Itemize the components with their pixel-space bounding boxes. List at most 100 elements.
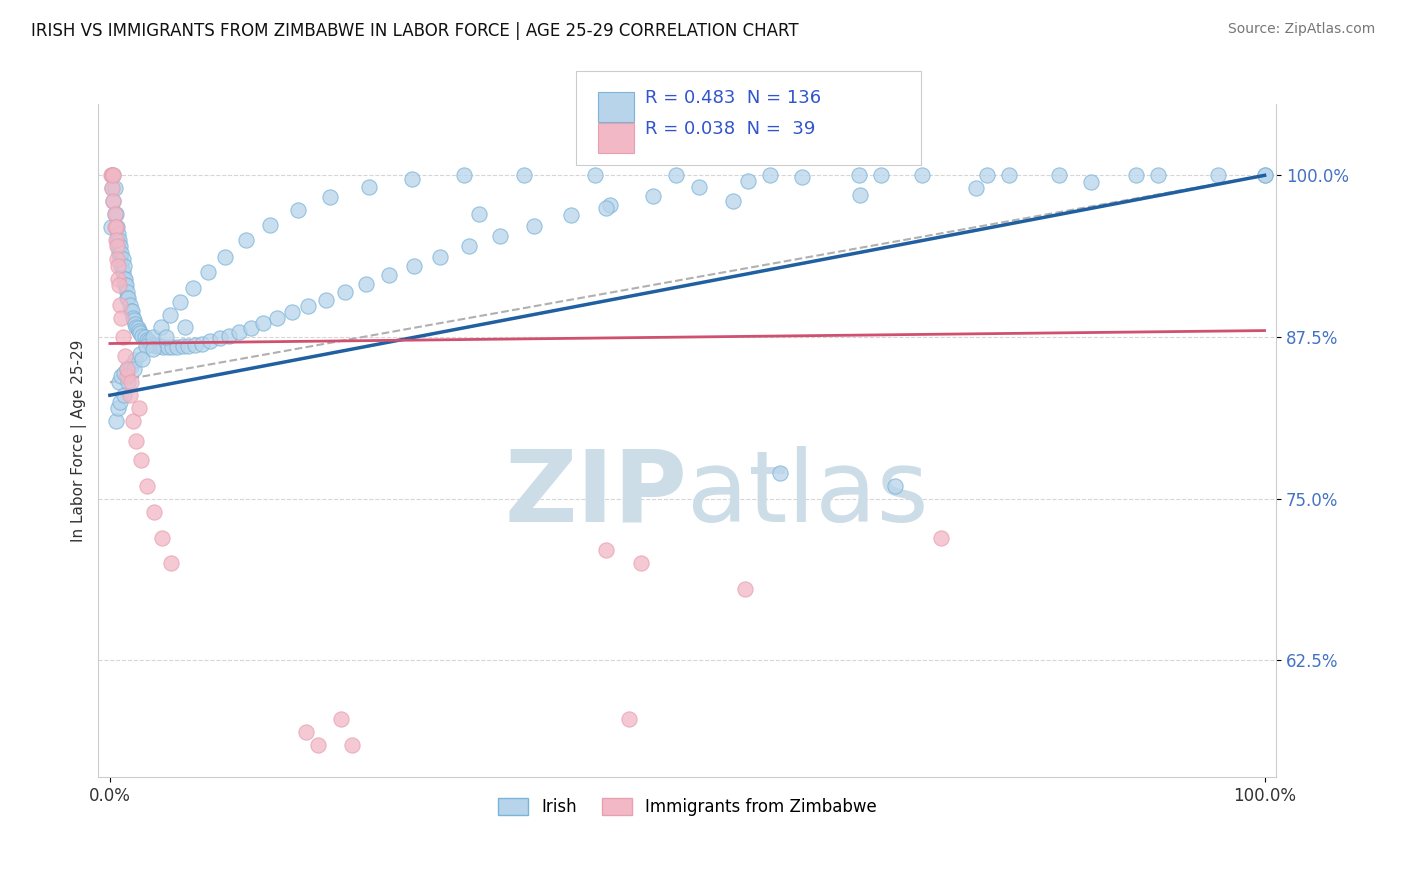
Point: [884, 479, 907, 493]
Text: ZIP: ZIP: [505, 446, 688, 543]
Point: [142, 330, 165, 344]
Point: [169, 295, 191, 310]
Point: [115, 362, 138, 376]
Point: [630, 557, 652, 571]
Point: [159, 308, 181, 322]
Point: [135, 479, 157, 493]
Point: [513, 169, 536, 183]
Point: [101, 169, 124, 183]
Point: [110, 259, 132, 273]
Point: [129, 326, 152, 341]
Point: [191, 336, 214, 351]
Point: [172, 339, 194, 353]
Point: [378, 268, 401, 282]
Point: [335, 285, 357, 299]
Point: [641, 189, 664, 203]
Point: [138, 334, 160, 348]
Point: [105, 239, 128, 253]
Point: [107, 259, 129, 273]
Point: [107, 227, 129, 241]
Point: [103, 194, 125, 209]
Point: [112, 366, 135, 380]
Point: [103, 169, 125, 183]
Point: [560, 209, 582, 223]
Point: [108, 278, 131, 293]
Point: [111, 265, 134, 279]
Point: [122, 362, 145, 376]
Point: [965, 181, 987, 195]
Point: [107, 272, 129, 286]
Point: [135, 333, 157, 347]
Point: [929, 531, 952, 545]
Point: [319, 190, 342, 204]
Point: [110, 310, 132, 325]
Point: [458, 239, 481, 253]
Point: [104, 220, 127, 235]
Y-axis label: In Labor Force | Age 25-29: In Labor Force | Age 25-29: [72, 339, 87, 541]
Point: [468, 207, 491, 221]
Point: [103, 220, 125, 235]
Point: [100, 169, 122, 183]
Point: [110, 252, 132, 267]
Point: [115, 278, 138, 293]
Point: [112, 388, 135, 402]
Point: [1253, 169, 1275, 183]
Point: [115, 362, 138, 376]
Point: [287, 203, 309, 218]
Point: [111, 252, 134, 267]
Point: [307, 738, 329, 752]
Point: [160, 557, 183, 571]
Point: [101, 181, 124, 195]
Point: [112, 272, 135, 286]
Point: [125, 434, 148, 448]
Point: [149, 319, 172, 334]
Point: [101, 181, 124, 195]
Point: [134, 330, 156, 344]
Point: [453, 169, 475, 183]
Point: [849, 187, 872, 202]
Point: [115, 368, 138, 383]
Point: [734, 582, 756, 597]
Point: [105, 220, 128, 235]
Legend: Irish, Immigrants from Zimbabwe: Irish, Immigrants from Zimbabwe: [491, 791, 883, 822]
Point: [128, 401, 150, 416]
Point: [101, 169, 124, 183]
Point: [114, 272, 136, 286]
Point: [998, 169, 1021, 183]
Point: [103, 207, 125, 221]
Point: [1208, 169, 1230, 183]
Point: [228, 325, 250, 339]
Point: [108, 376, 131, 390]
Point: [177, 339, 200, 353]
Point: [595, 201, 617, 215]
Point: [108, 233, 131, 247]
Point: [252, 316, 274, 330]
Point: [976, 169, 998, 183]
Point: [131, 328, 153, 343]
Point: [128, 324, 150, 338]
Point: [135, 339, 157, 353]
Point: [142, 505, 165, 519]
Point: [110, 246, 132, 260]
Point: [583, 169, 606, 183]
Point: [218, 328, 240, 343]
Point: [297, 299, 319, 313]
Point: [117, 291, 139, 305]
Point: [114, 350, 136, 364]
Point: [1125, 169, 1147, 183]
Point: [155, 330, 177, 344]
Point: [120, 304, 142, 318]
Point: [315, 293, 337, 307]
Point: [295, 724, 318, 739]
Point: [523, 219, 546, 233]
Point: [141, 336, 163, 351]
Point: [100, 220, 122, 235]
Point: [1147, 169, 1170, 183]
Point: [790, 169, 813, 184]
Point: [166, 340, 188, 354]
Point: [120, 376, 142, 390]
Point: [122, 414, 145, 428]
Point: [619, 712, 641, 726]
Point: [737, 173, 759, 187]
Point: [429, 250, 451, 264]
